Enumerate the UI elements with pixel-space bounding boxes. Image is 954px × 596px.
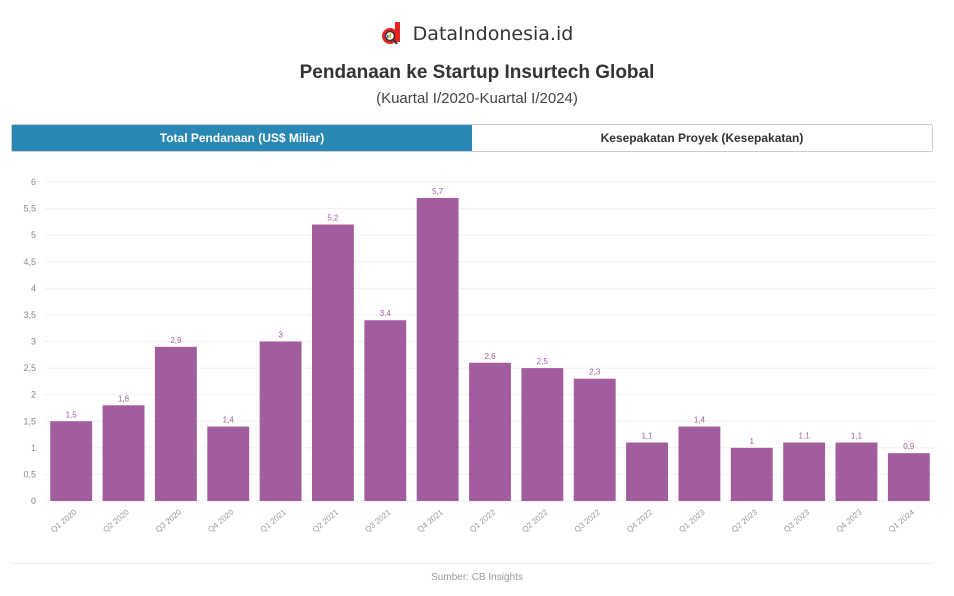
x-tick-label: Q1 2022 bbox=[468, 507, 498, 534]
bar[interactable] bbox=[364, 320, 407, 501]
brand-name: DataIndonesia.id bbox=[412, 23, 574, 45]
bar-value-label: 3 bbox=[278, 331, 283, 340]
bar[interactable] bbox=[416, 197, 459, 501]
x-tick-label: Q2 2020 bbox=[102, 507, 132, 534]
bar[interactable] bbox=[102, 405, 145, 501]
y-tick-label: 5,5 bbox=[23, 204, 36, 214]
y-tick-label: 1 bbox=[31, 443, 36, 453]
bar[interactable] bbox=[521, 368, 564, 501]
y-tick-label: 0,5 bbox=[23, 469, 36, 479]
bar-chart: 0 0,5 1 1,5 2 2,5 3 3,5 4 4,5 5 5,5 6 1,5 Q1 2020 1,8 Q2… bbox=[23, 177, 935, 534]
bar-value-label: 1 bbox=[750, 437, 755, 446]
x-tick-label: Q1 2021 bbox=[259, 507, 289, 534]
bar[interactable] bbox=[259, 341, 302, 502]
y-tick-label: 5 bbox=[31, 230, 36, 240]
y-tick-label: 6 bbox=[31, 177, 36, 187]
bar-value-label: 1,4 bbox=[694, 416, 706, 425]
bar[interactable] bbox=[573, 378, 616, 501]
bar-value-label: 2,9 bbox=[170, 336, 182, 345]
bar-value-label: 2,3 bbox=[589, 368, 601, 377]
x-tick-label: Q3 2023 bbox=[782, 507, 812, 534]
y-tick-label: 2,5 bbox=[23, 363, 36, 373]
y-tick-label: 4,5 bbox=[23, 257, 36, 267]
bar-value-label: 5,2 bbox=[327, 214, 339, 223]
brand-header: DataIndonesia.id bbox=[0, 22, 954, 46]
x-tick-label: Q1 2020 bbox=[49, 507, 79, 534]
bar[interactable] bbox=[469, 362, 511, 501]
y-tick-label: 2 bbox=[31, 390, 36, 400]
bar-value-label: 1,1 bbox=[851, 432, 863, 441]
y-tick-label: 0 bbox=[31, 496, 36, 506]
bar-value-label: 0,9 bbox=[903, 442, 915, 451]
x-tick-label: Q1 2024 bbox=[887, 507, 917, 534]
bar[interactable] bbox=[50, 421, 93, 501]
y-tick-label: 3,5 bbox=[23, 310, 36, 320]
bar-value-label: 1,8 bbox=[118, 394, 130, 403]
bar-value-label: 5,7 bbox=[432, 187, 444, 196]
bar-value-label: 1,4 bbox=[223, 416, 235, 425]
bar[interactable] bbox=[626, 442, 668, 501]
bar[interactable] bbox=[835, 442, 878, 501]
magnifier-d-logo-icon bbox=[381, 22, 403, 46]
x-tick-label: Q2 2021 bbox=[311, 507, 341, 534]
tab-total-pendanaan[interactable]: Total Pendanaan (US$ Miliar) bbox=[12, 125, 472, 151]
bar[interactable] bbox=[678, 426, 721, 501]
x-tick-label: Q4 2021 bbox=[416, 507, 446, 534]
x-tick-label: Q2 2022 bbox=[520, 507, 550, 534]
metric-tabs: Total Pendanaan (US$ Miliar) Kesepakatan… bbox=[11, 124, 933, 152]
x-tick-label: Q1 2023 bbox=[677, 507, 707, 534]
chart-title: Pendanaan ke Startup Insurtech Global bbox=[299, 62, 655, 83]
bar-value-label: 3,4 bbox=[380, 309, 392, 318]
bar[interactable] bbox=[154, 346, 197, 501]
y-tick-label: 1,5 bbox=[23, 416, 36, 426]
x-tick-label: Q2 2023 bbox=[730, 507, 760, 534]
bar[interactable] bbox=[207, 426, 250, 501]
x-tick-label: Q4 2023 bbox=[834, 507, 864, 534]
bar[interactable] bbox=[887, 453, 930, 501]
divider bbox=[11, 563, 933, 564]
x-tick-label: Q3 2021 bbox=[363, 507, 393, 534]
x-tick-label: Q4 2022 bbox=[625, 507, 655, 534]
bar-value-label: 1,1 bbox=[641, 432, 653, 441]
y-tick-label: 3 bbox=[31, 337, 36, 347]
x-tick-label: Q3 2022 bbox=[573, 507, 603, 534]
bar[interactable] bbox=[730, 447, 773, 501]
chart-subtitle: (Kuartal I/2020-Kuartal I/2024) bbox=[376, 90, 578, 107]
x-tick-label: Q3 2020 bbox=[154, 507, 184, 534]
bar-value-label: 1,5 bbox=[66, 410, 78, 419]
bar-value-label: 2,6 bbox=[484, 352, 496, 361]
x-tick-label: Q4 2020 bbox=[206, 507, 236, 534]
source-note: Sumber: CB Insights bbox=[431, 572, 523, 583]
bar-value-label: 1,1 bbox=[799, 432, 811, 441]
bar[interactable] bbox=[312, 224, 354, 501]
bar-value-label: 2,5 bbox=[537, 357, 549, 366]
tab-kesepakatan-proyek[interactable]: Kesepakatan Proyek (Kesepakatan) bbox=[472, 125, 932, 151]
y-tick-label: 4 bbox=[31, 283, 36, 293]
bar[interactable] bbox=[783, 442, 826, 501]
